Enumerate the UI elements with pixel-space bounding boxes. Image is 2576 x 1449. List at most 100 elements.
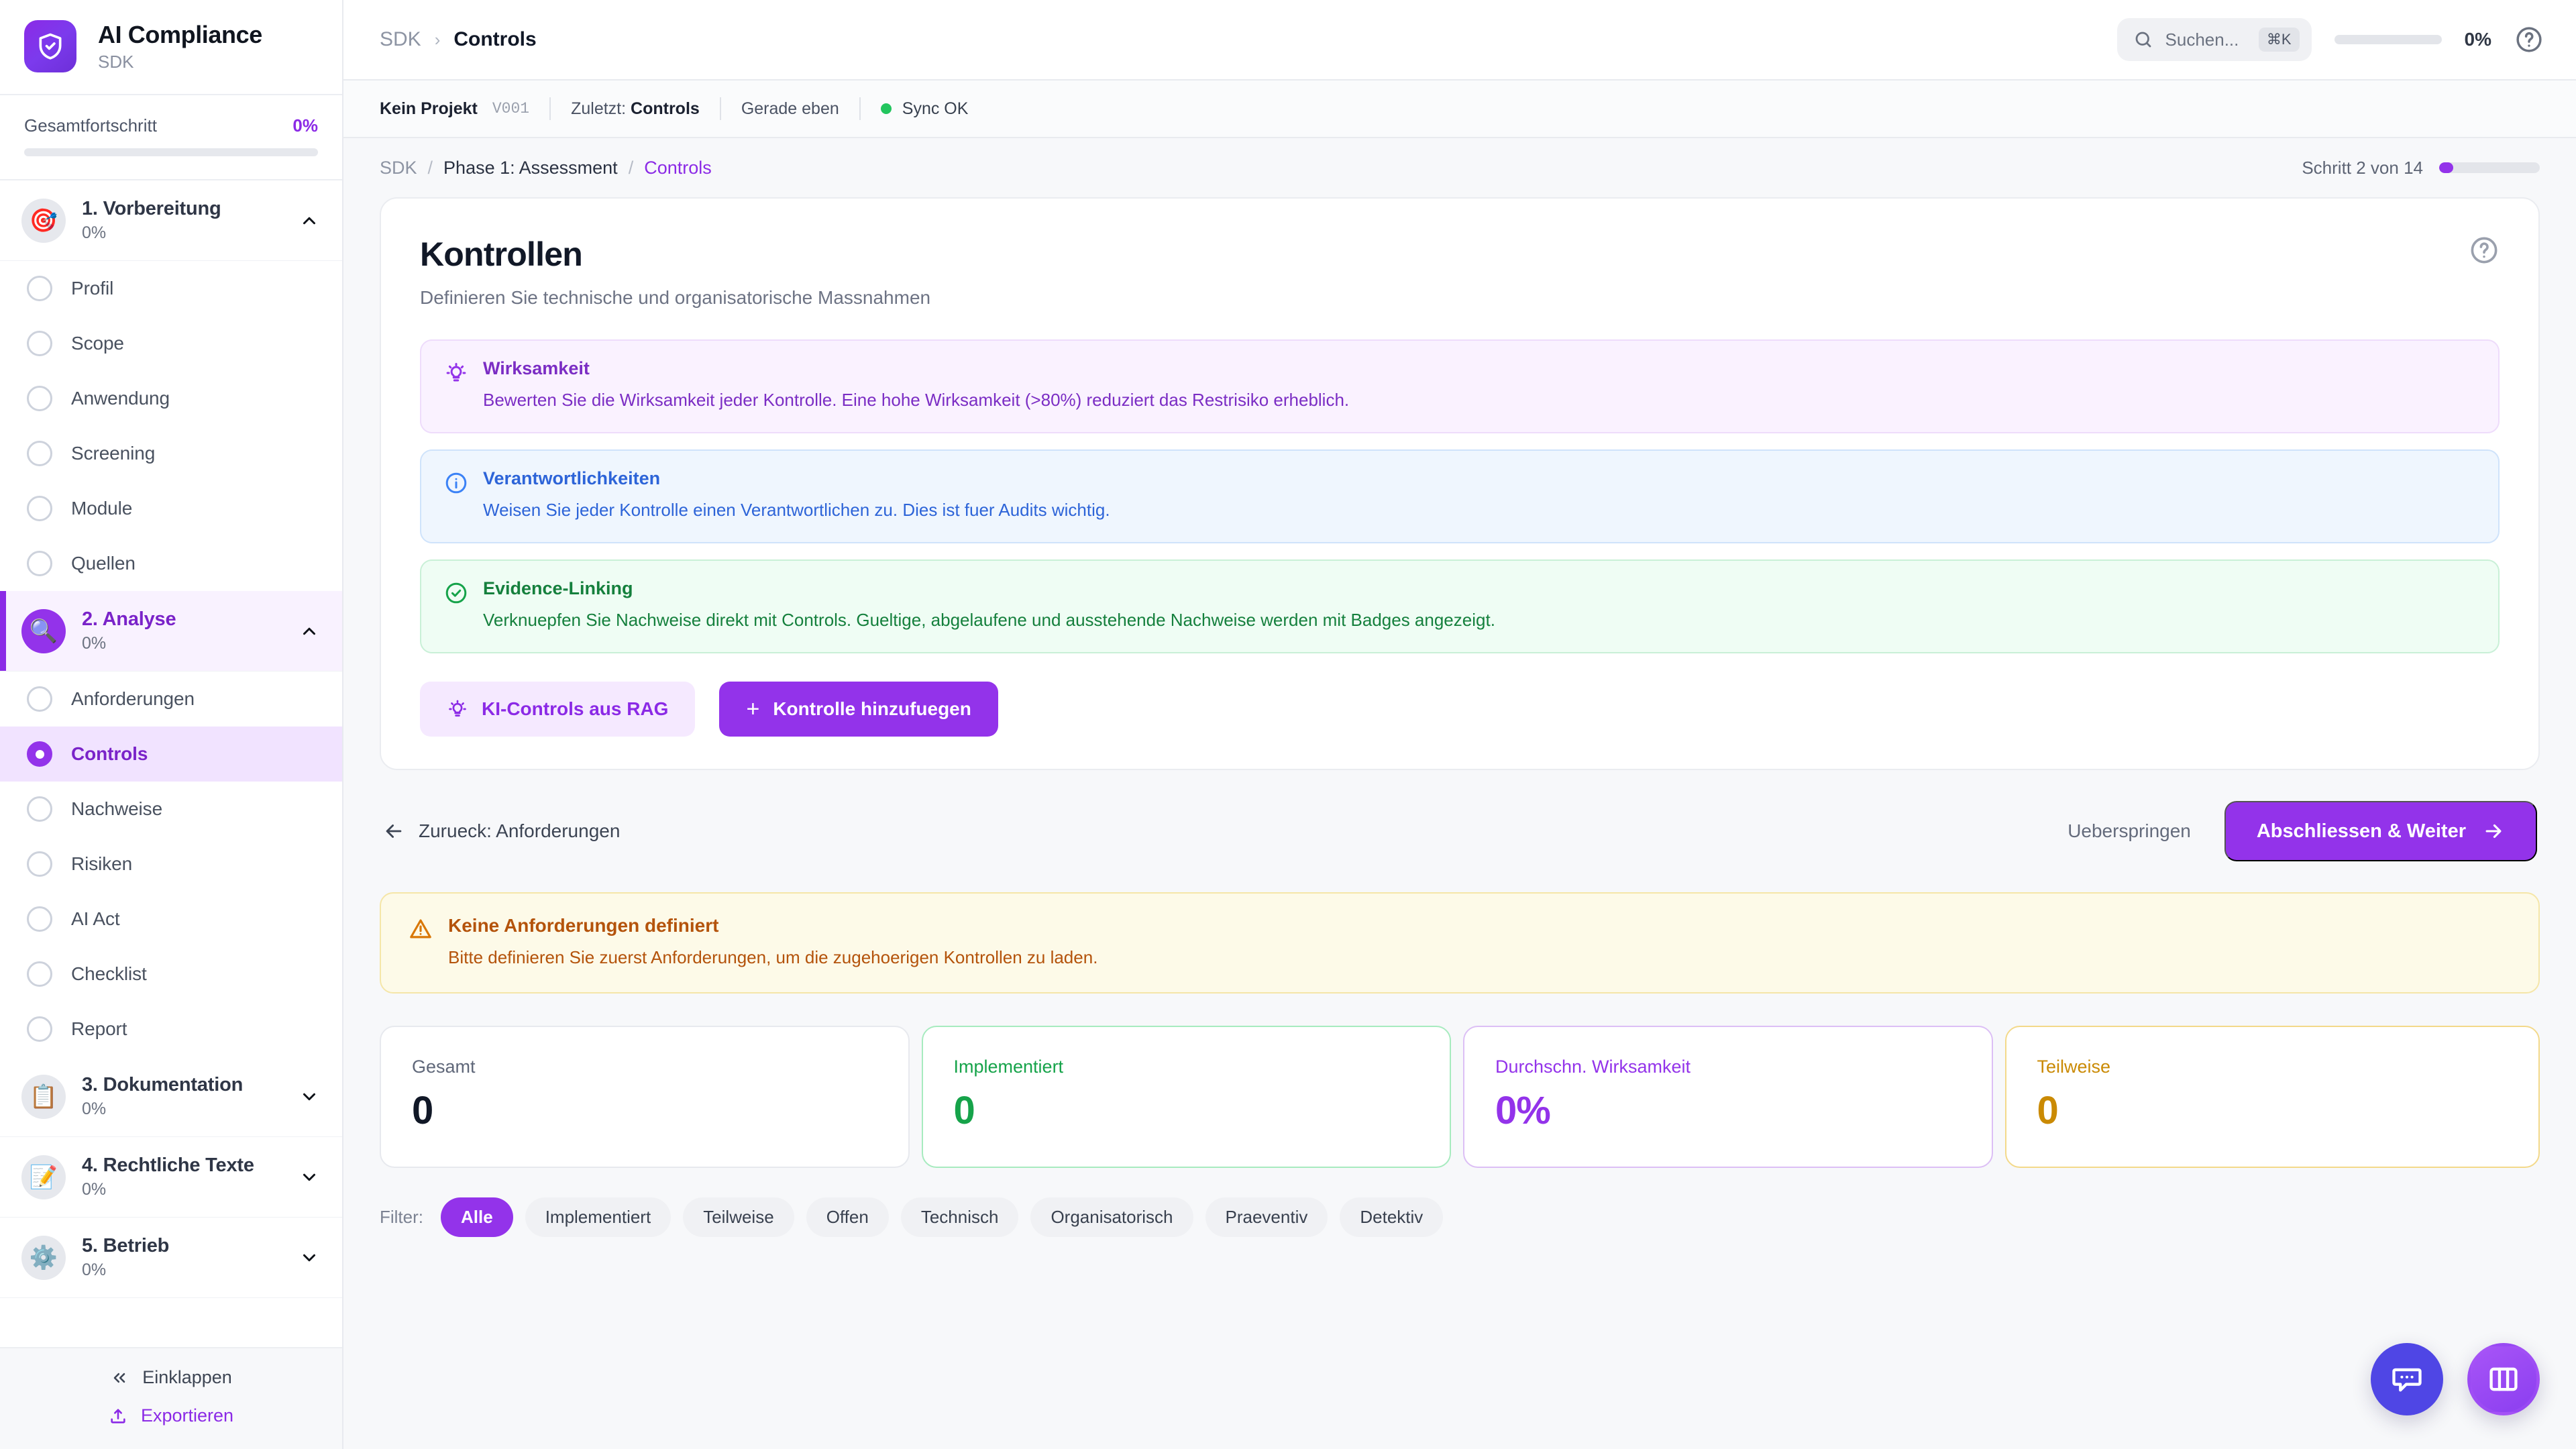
radio-empty-icon	[27, 551, 52, 576]
radio-selected-icon	[27, 741, 52, 767]
sidebar-item-checklist[interactable]: Checklist	[0, 947, 342, 1002]
search-box[interactable]: Suchen... ⌘K	[2116, 18, 2312, 61]
chevrons-left-icon	[113, 1373, 125, 1383]
upload-icon	[111, 1408, 125, 1424]
overall-progress-label: Gesamtfortschritt	[24, 115, 157, 136]
sync-status-dot	[880, 103, 892, 114]
filter-chip-implementiert[interactable]: Implementiert	[525, 1197, 672, 1238]
breadcrumb-bar: SDK / Phase 1: Assessment / Controls Sch…	[343, 138, 2576, 197]
sidebar-phase-2[interactable]: 🔍 2. Analyse 0%	[0, 591, 342, 672]
help-circle-icon[interactable]	[2469, 235, 2500, 266]
skip-button[interactable]: Ueberspringen	[2068, 820, 2191, 842]
chevron-down-icon[interactable]	[299, 1087, 319, 1107]
chat-bubble-icon	[2392, 1368, 2422, 1392]
filter-chip-organisatorisch[interactable]: Organisatorisch	[1030, 1197, 1193, 1238]
sidebar-item-anforderungen[interactable]: Anforderungen	[0, 672, 342, 727]
lightbulb-icon	[449, 700, 466, 717]
stat-card-label: Gesamt	[412, 1057, 476, 1077]
brand-header: AI Compliance SDK	[0, 0, 342, 95]
sidebar-item-quellen[interactable]: Quellen	[0, 536, 342, 591]
main-area: SDK › Controls Suchen... ⌘K 0%	[343, 0, 2576, 1449]
arrow-left-icon	[386, 824, 402, 839]
sidebar-item-label: Risiken	[71, 853, 133, 874]
sidebar-phase-progress: 0%	[82, 1260, 107, 1279]
filter-chip-list: Alle Implementiert Teilweise Offen Technisch…	[441, 1197, 1444, 1238]
radio-empty-icon	[27, 796, 52, 822]
breadcrumb-item-0[interactable]: SDK	[380, 157, 417, 178]
stat-card-label: Durchschn. Wirksamkeit	[1495, 1057, 1691, 1077]
ki-controls-rag-button[interactable]: KI-Controls aus RAG	[420, 682, 696, 737]
complete-and-next-label: Abschliessen & Weiter	[2256, 820, 2466, 842]
sidebar-item-label: Screening	[71, 443, 156, 464]
stats-grid: Gesamt 0 Implementiert 0 Durchschn. Wirksamk…	[380, 1026, 2540, 1169]
wizard-nav-row: Zurueck: Anforderungen Ueberspringen Abs…	[380, 801, 2540, 862]
complete-and-next-button[interactable]: Abschliessen & Weiter	[2224, 801, 2537, 862]
sidebar-phase-3[interactable]: 📋 3. Dokumentation 0%	[0, 1057, 342, 1137]
filter-chip-praeventiv[interactable]: Praeventiv	[1205, 1197, 1328, 1238]
stat-card-impl: Implementiert 0	[921, 1026, 1451, 1169]
status-time: Gerade eben	[741, 99, 839, 118]
sidebar-phase-1[interactable]: 🎯 1. Vorbereitung 0%	[0, 180, 342, 261]
radio-empty-icon	[27, 906, 52, 932]
sidebar-item-controls[interactable]: Controls	[0, 727, 342, 782]
breadcrumb-item-2: Controls	[644, 157, 712, 178]
panel-fab-button[interactable]	[2467, 1343, 2540, 1415]
chat-fab-button[interactable]	[2371, 1343, 2443, 1415]
sidebar-item-profil[interactable]: Profil	[0, 261, 342, 316]
breadcrumb-item-1[interactable]: Phase 1: Assessment	[443, 157, 618, 178]
chevron-down-icon[interactable]	[299, 1167, 319, 1187]
back-button[interactable]: Zurueck: Anforderungen	[382, 820, 620, 843]
stat-card-value: 0%	[1495, 1089, 1551, 1133]
filter-chip-detektiv[interactable]: Detektiv	[1340, 1197, 1444, 1238]
radio-empty-icon	[27, 441, 52, 466]
help-circle-icon[interactable]	[2514, 25, 2544, 54]
radio-empty-icon	[27, 1016, 52, 1042]
sidebar-phase-4[interactable]: 📝 4. Rechtliche Texte 0%	[0, 1137, 342, 1218]
topbar-breadcrumb-root[interactable]: SDK	[380, 28, 421, 50]
status-version: V001	[492, 100, 530, 117]
filter-chip-teilweise[interactable]: Teilweise	[683, 1197, 794, 1238]
sidebar-item-label: Report	[71, 1018, 127, 1039]
page-title: Kontrollen	[420, 235, 583, 273]
sidebar-item-module[interactable]: Module	[0, 481, 342, 536]
collapse-sidebar-label: Einklappen	[142, 1367, 232, 1387]
sidebar-item-label: Profil	[71, 278, 114, 299]
filter-chip-alle[interactable]: Alle	[441, 1197, 513, 1238]
radio-empty-icon	[27, 961, 52, 987]
info-banner-text: Weisen Sie jeder Kontrolle einen Verantw…	[483, 500, 1110, 521]
radio-empty-icon	[27, 331, 52, 356]
sidebar-item-nachweise[interactable]: Nachweise	[0, 782, 342, 837]
sidebar-item-screening[interactable]: Screening	[0, 426, 342, 481]
header-progress-bar	[2334, 35, 2442, 44]
sidebar-item-report[interactable]: Report	[0, 1002, 342, 1057]
sidebar-phase-name: 1. Vorbereitung	[82, 198, 221, 219]
info-banner-green: Evidence-Linking Verknuepfen Sie Nachweis…	[420, 559, 2500, 654]
sidebar-item-scope[interactable]: Scope	[0, 316, 342, 371]
sidebar-item-anwendung[interactable]: Anwendung	[0, 371, 342, 426]
overall-progress-value: 0%	[292, 115, 318, 136]
add-control-button[interactable]: + Kontrolle hinzufuegen	[719, 682, 998, 737]
chevron-up-icon[interactable]	[299, 621, 319, 641]
arrow-right-icon	[2485, 824, 2502, 839]
chevron-down-icon[interactable]	[299, 1248, 319, 1268]
sync-status-label: Sync OK	[902, 99, 969, 118]
sidebar-item-label: Anwendung	[71, 388, 170, 409]
filter-chip-technisch[interactable]: Technisch	[900, 1197, 1019, 1238]
phase-emoji-icon: 📝	[21, 1155, 66, 1199]
sidebar-item-risiken[interactable]: Risiken	[0, 837, 342, 892]
overall-progress-bar	[24, 148, 318, 156]
sidebar-phase-5[interactable]: ⚙️ 5. Betrieb 0%	[0, 1218, 342, 1298]
stat-card-total: Gesamt 0	[380, 1026, 910, 1169]
stat-card-label: Teilweise	[2037, 1057, 2111, 1077]
radio-empty-icon	[27, 851, 52, 877]
chevron-up-icon[interactable]	[299, 211, 319, 231]
filter-chip-offen[interactable]: Offen	[806, 1197, 889, 1238]
phase-emoji-icon: 🔍	[21, 608, 66, 653]
sidebar-item-ai-act[interactable]: AI Act	[0, 892, 342, 947]
export-button[interactable]: Exportieren	[0, 1405, 342, 1426]
collapse-sidebar-button[interactable]: Einklappen	[0, 1367, 342, 1388]
breadcrumb: SDK / Phase 1: Assessment / Controls	[380, 158, 712, 178]
breadcrumb-separator: /	[427, 157, 433, 178]
sidebar-item-label: Quellen	[71, 553, 136, 574]
search-input[interactable]: Suchen...	[2165, 29, 2239, 50]
